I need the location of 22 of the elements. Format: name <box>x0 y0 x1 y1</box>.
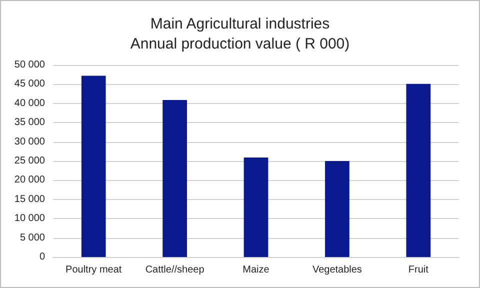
y-tick-label: 45 000 <box>14 78 46 90</box>
chart-title: Main Agricultural industries Annual production value ( R 000) <box>130 16 350 52</box>
y-tick-label: 15 000 <box>14 194 46 205</box>
y-tick-label: 50 000 <box>14 60 46 70</box>
y-tick-label: 40 000 <box>14 98 46 109</box>
x-tick-label: Fruit <box>408 264 429 276</box>
bar <box>162 100 187 257</box>
x-tick-label: Poultry meat <box>66 264 122 276</box>
y-tick-label: 0 <box>39 252 46 262</box>
y-tick-label: 30 000 <box>14 136 46 148</box>
x-tick-label: Vegetables <box>312 264 362 276</box>
y-tick-label: 35 000 <box>14 117 46 128</box>
bar <box>81 76 106 257</box>
x-tick-label: Cattle//sheep <box>145 264 205 276</box>
bar <box>406 84 431 257</box>
bar <box>325 161 350 257</box>
y-tick-label: 10 000 <box>14 213 46 224</box>
y-tick-label: 20 000 <box>14 174 46 186</box>
y-tick-label: 25 000 <box>14 156 46 166</box>
y-tick-label: 5 000 <box>20 232 46 244</box>
bar <box>244 158 268 257</box>
x-tick-label: Maize <box>242 264 270 276</box>
